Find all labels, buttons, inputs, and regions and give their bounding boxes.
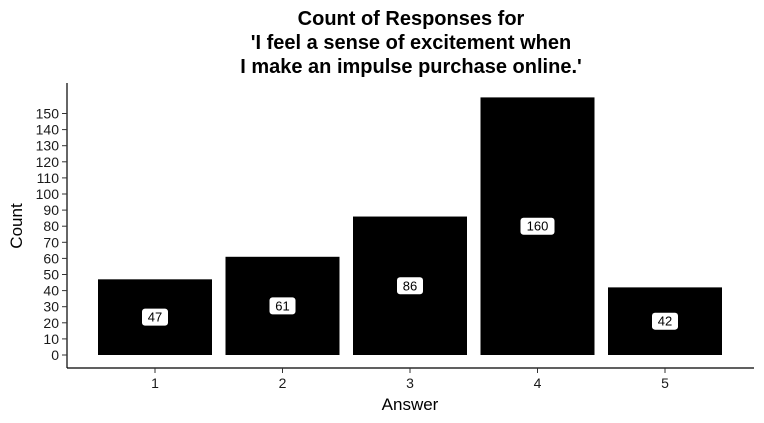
x-tick-label: 5 <box>661 375 669 391</box>
x-tick-label: 3 <box>406 375 414 391</box>
data-label: 42 <box>652 312 678 330</box>
data-label-box <box>652 312 678 330</box>
data-label-box <box>269 297 296 315</box>
y-tick-label: 110 <box>37 170 60 186</box>
chart-title-line: Count of Responses for <box>298 8 525 30</box>
y-tick-label: 40 <box>43 283 59 299</box>
data-label: 61 <box>269 297 296 315</box>
data-label-box <box>520 217 555 235</box>
y-tick-label: 70 <box>43 234 59 250</box>
y-tick-label: 130 <box>36 138 60 154</box>
data-labels-layer: 47 61 86 160 42 <box>142 217 678 330</box>
y-tick-label: 50 <box>43 267 59 283</box>
y-tick-label: 0 <box>51 347 59 363</box>
data-label-text: 61 <box>275 298 289 313</box>
chart-title-line: I make an impulse purchase online.' <box>240 56 582 78</box>
data-label: 86 <box>397 277 423 295</box>
chart-title-line: 'I feel a sense of excitement when <box>251 32 571 54</box>
data-label: 160 <box>520 217 555 235</box>
data-label-text: 160 <box>527 219 549 234</box>
data-label-text: 47 <box>148 310 162 325</box>
data-label-text: 86 <box>403 278 417 293</box>
chart-title: Count of Responses for 'I feel a sense o… <box>240 8 582 78</box>
y-tick-label: 10 <box>43 331 59 347</box>
y-tick-label: 140 <box>36 122 60 138</box>
data-label-box <box>142 308 168 326</box>
y-tick-label: 100 <box>36 186 60 202</box>
y-tick-label: 80 <box>43 218 59 234</box>
y-axis-title: Count <box>7 203 26 249</box>
y-tick-label: 120 <box>36 154 60 170</box>
y-tick-label: 30 <box>43 299 59 315</box>
y-tick-label: 20 <box>43 315 59 331</box>
data-label: 47 <box>142 308 168 326</box>
x-tick-label: 1 <box>151 375 159 391</box>
data-label-text: 42 <box>658 314 672 329</box>
y-tick-label: 150 <box>36 106 60 122</box>
x-axis-title: Answer <box>382 395 439 414</box>
x-tick-label: 4 <box>534 375 542 391</box>
data-label-box <box>397 277 423 295</box>
y-tick-label: 90 <box>43 202 59 218</box>
bars-layer <box>98 97 722 356</box>
x-axis-ticks: 1 2 3 4 5 <box>151 368 669 391</box>
y-tick-label: 60 <box>43 250 59 266</box>
x-tick-label: 2 <box>279 375 287 391</box>
